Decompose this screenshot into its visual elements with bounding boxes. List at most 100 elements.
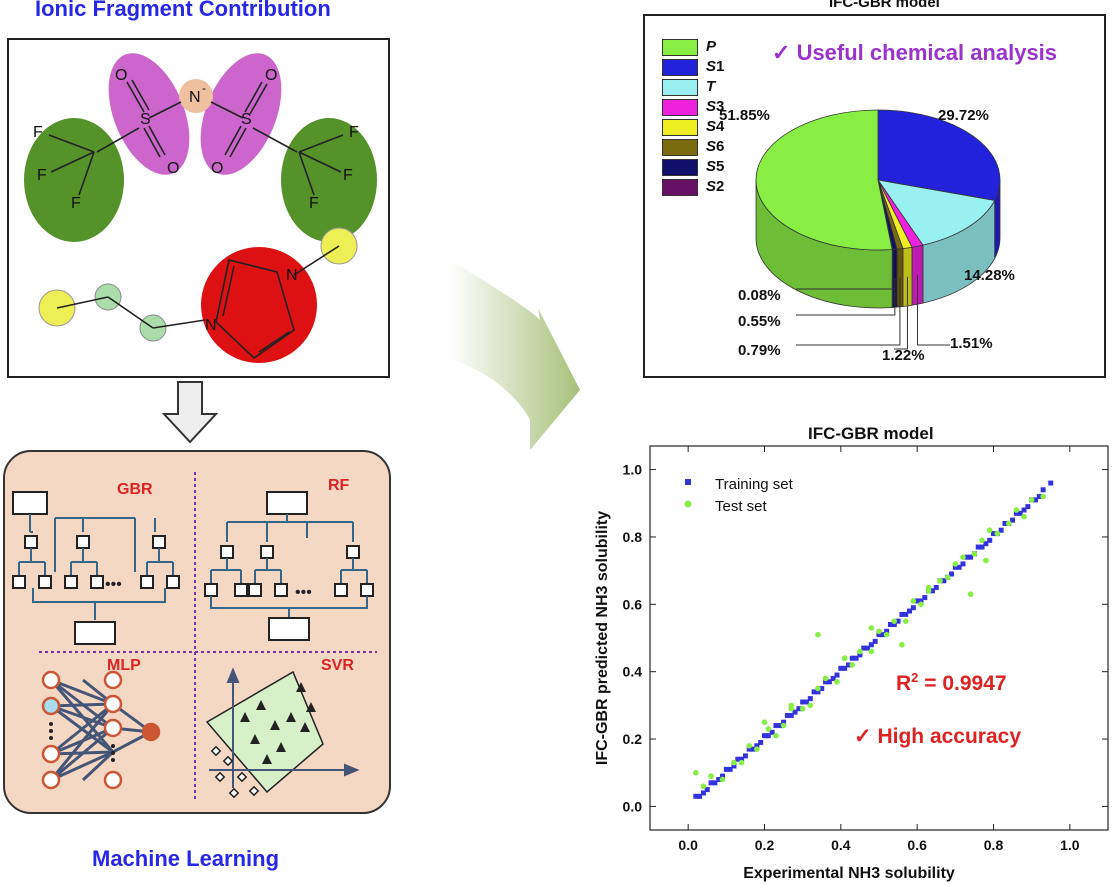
scatter-chart: 0.0 0.2 0.4 0.6 0.8 1.0 0.0 0.2 0.4 0.6 0.8 1.0 Trai… <box>594 445 1109 882</box>
test-point <box>857 648 863 655</box>
pie-label-s1: 29.72% <box>938 107 989 124</box>
test-point <box>918 601 924 608</box>
training-point <box>861 645 867 651</box>
training-point <box>933 584 939 590</box>
test-point <box>693 769 699 776</box>
test-point <box>815 685 821 692</box>
training-point <box>884 628 890 634</box>
training-point <box>914 598 920 604</box>
test-point <box>849 662 856 668</box>
r2-annotation: R2 = 0.9947 <box>896 670 1007 696</box>
training-point <box>876 632 882 638</box>
useful-annotation: ✓ Useful chemical analysis <box>772 40 1057 66</box>
legend-label: S4 <box>706 118 725 135</box>
test-point <box>979 537 985 544</box>
training-point <box>807 696 813 702</box>
accuracy-annotation: ✓ High accuracy <box>854 724 1021 749</box>
training-point <box>949 571 955 577</box>
training-point <box>868 642 874 648</box>
y-tick-label: 0.2 <box>623 731 643 747</box>
test-point <box>868 648 875 655</box>
test-point <box>1013 507 1020 513</box>
training-point <box>731 763 737 769</box>
plot-frame <box>649 445 1109 831</box>
cf3-fragment-left <box>24 118 124 242</box>
molecule-panel: N - S S O O O O F F F F F F N N <box>7 38 390 378</box>
pie-label-s4: 1.22% <box>882 347 925 364</box>
training-point <box>765 733 771 739</box>
check-icon: ✓ <box>854 725 872 748</box>
training-point <box>826 679 832 685</box>
x-axis-label: Experimental NH3 solubility <box>743 865 955 882</box>
test-point <box>967 591 974 598</box>
test-point <box>1040 493 1046 500</box>
test-point <box>1021 513 1027 520</box>
training-point <box>1025 504 1031 510</box>
gbr-label: GBR <box>117 481 153 498</box>
legend-label: S2 <box>706 178 725 195</box>
ml-panel: GBR RF MLP SVR ••• <box>3 450 391 814</box>
legend-label: S5 <box>706 158 725 175</box>
n-fragment <box>179 79 213 113</box>
ring-n-label-1: N <box>286 267 298 284</box>
rf-tree <box>204 491 374 641</box>
pie-leader-s3 <box>916 275 950 346</box>
legend-label: S1 <box>706 58 725 75</box>
training-point <box>895 618 901 624</box>
legend-swatch <box>662 79 698 96</box>
y-tick-label: 0.6 <box>623 596 643 612</box>
training-point <box>991 531 996 537</box>
test-point <box>761 719 768 726</box>
training-point <box>987 537 993 543</box>
gbr-ellipsis: ••• <box>105 576 122 593</box>
test-point <box>883 631 890 638</box>
ml-diagrams: GBR RF MLP SVR ••• <box>12 472 377 802</box>
training-point <box>929 588 935 594</box>
legend-swatch <box>662 99 698 116</box>
pie-label-t: 14.28% <box>964 267 1015 284</box>
test-point <box>765 726 772 732</box>
gbr-tree <box>12 491 180 645</box>
legend-item-s4: S4 <box>662 118 782 138</box>
test-point <box>788 702 795 709</box>
legend-swatch <box>662 139 698 156</box>
legend-train-marker <box>685 479 691 485</box>
pie-leader-s4 <box>894 276 908 350</box>
pie-slice-s1 <box>877 109 1001 201</box>
legend-item-s6: S6 <box>662 138 782 158</box>
test-point <box>983 557 989 564</box>
training-point <box>975 544 981 550</box>
test-point <box>700 783 707 790</box>
pie-slice-t <box>877 179 996 246</box>
training-point <box>823 679 829 685</box>
training-point <box>777 723 783 729</box>
training-point <box>998 527 1004 533</box>
y-tick-label: 0.0 <box>623 798 643 814</box>
pie-label-p: 51.85% <box>719 107 770 124</box>
legend-swatch <box>662 159 698 176</box>
training-point <box>746 746 752 752</box>
training-point <box>792 709 798 715</box>
training-point <box>784 712 790 718</box>
down-arrow-icon <box>161 381 219 444</box>
training-point <box>849 655 855 661</box>
f-label-5: F <box>343 167 353 184</box>
test-point <box>719 776 726 783</box>
legend-swatch <box>662 39 698 56</box>
anion-charge-label: - <box>202 81 206 95</box>
anion-n-label: N <box>189 89 201 106</box>
r2-prefix: R <box>896 672 912 695</box>
y-tick-label: 0.4 <box>623 664 643 680</box>
training-point <box>1036 494 1042 500</box>
test-point <box>746 742 753 749</box>
flow-arrow-icon <box>450 260 580 450</box>
pie-slice-p <box>755 109 893 251</box>
training-point <box>1017 510 1023 516</box>
training-point <box>693 793 699 799</box>
accuracy-text: High accuracy <box>877 725 1022 748</box>
training-point <box>918 598 924 604</box>
legend-label: P <box>706 38 717 55</box>
test-point <box>731 759 737 766</box>
legend-train-label: Training set <box>715 476 794 493</box>
training-point <box>956 564 962 570</box>
